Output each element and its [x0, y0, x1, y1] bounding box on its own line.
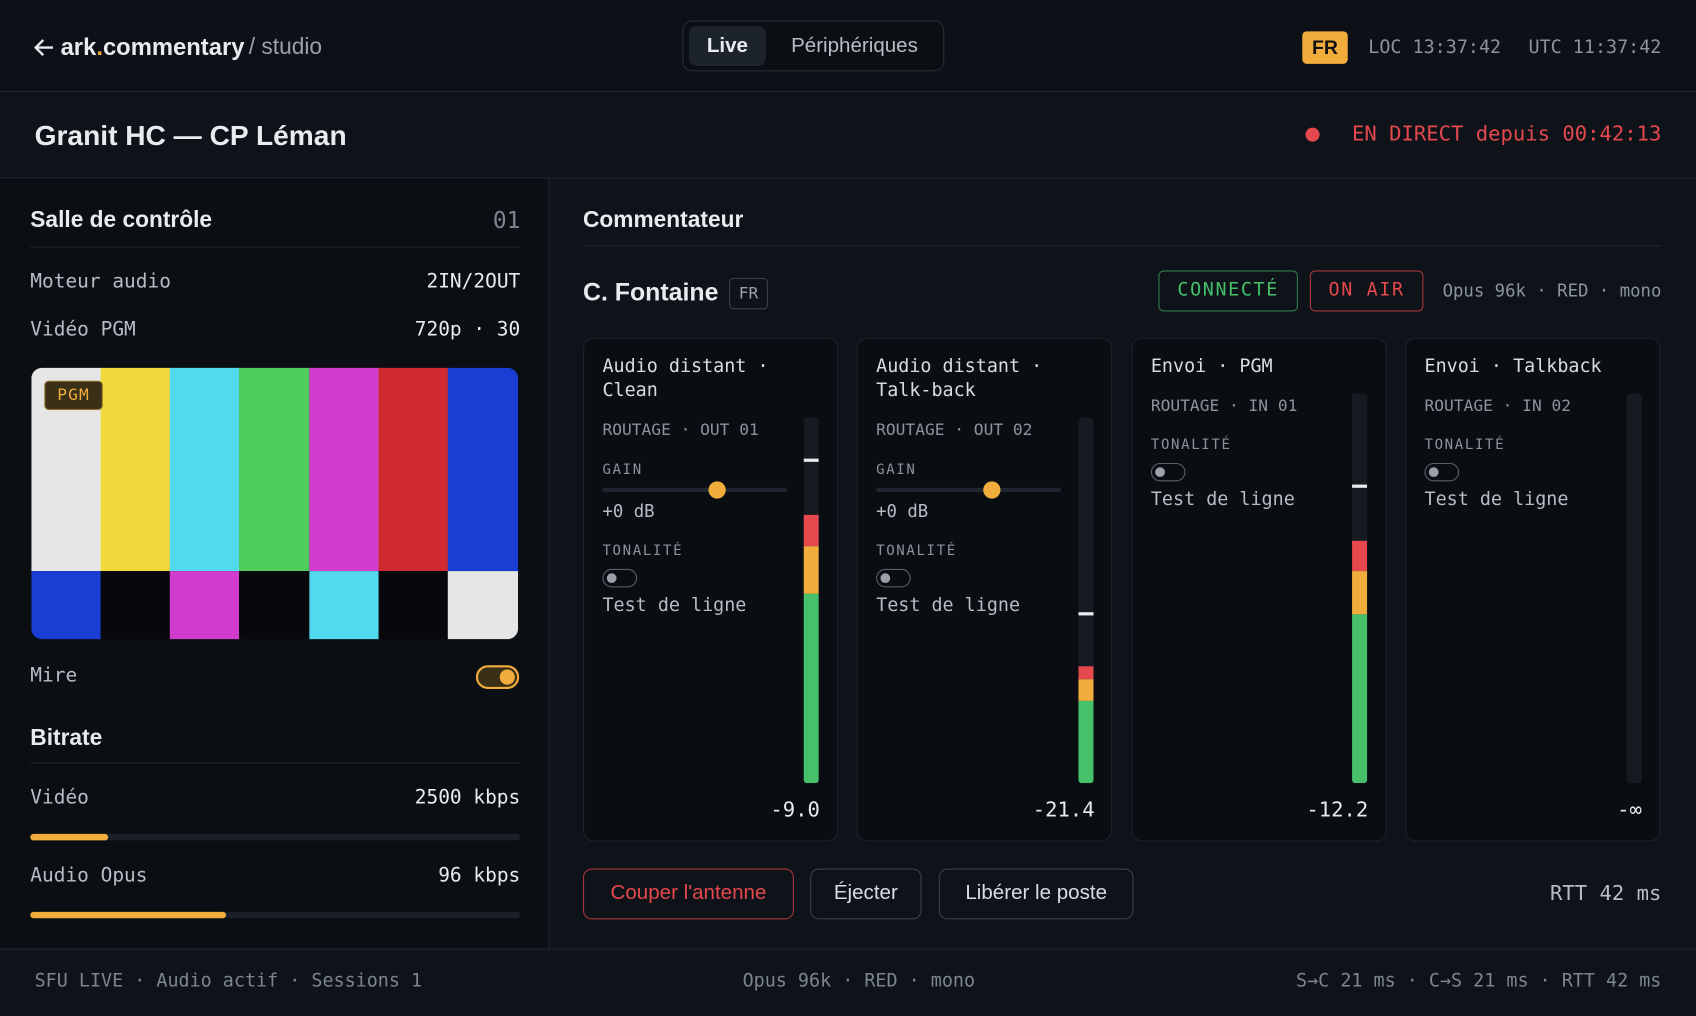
toggle[interactable] [876, 568, 911, 588]
rtt: RTT 42 ms [1550, 881, 1662, 906]
level-meter [1626, 393, 1642, 784]
status-badge: ON AIR [1309, 270, 1424, 312]
room-number: 01 [492, 207, 521, 234]
level-meter [803, 417, 819, 784]
level-value: -∞ [1617, 798, 1642, 823]
channel-title: Envoi · PGM [1150, 355, 1273, 378]
tone-label: TONALITÉ [602, 542, 684, 560]
toggle[interactable] [475, 665, 520, 689]
brand: ark.commentary [60, 33, 245, 61]
divider [548, 178, 550, 949]
divider [582, 245, 1662, 247]
commentator-name: C. Fontaine [582, 277, 719, 307]
level-value: -12.2 [1306, 798, 1369, 823]
gain-slider[interactable] [876, 487, 1062, 493]
level-value: -21.4 [1032, 798, 1095, 823]
tab[interactable]: Périphériques [791, 34, 918, 58]
brand-prefix: ark [60, 33, 97, 61]
tab-active-bg [688, 25, 766, 66]
channel-card [582, 337, 839, 842]
footer-right: S→C 21 ms · C→S 21 ms · RTT 42 ms [1296, 970, 1662, 992]
tone-label: TONALITÉ [1424, 436, 1506, 454]
toggle-label: Mire [30, 664, 78, 687]
row-value: 2500 kbps [414, 786, 521, 810]
back-arrow[interactable] [34, 38, 56, 57]
tone-action: Test de ligne [1424, 488, 1569, 511]
toggle[interactable] [1424, 462, 1460, 482]
match-title: Granit HC — CP Léman [34, 118, 347, 152]
routing: ROUTAGE · OUT 02 [876, 419, 1033, 440]
divider [0, 948, 1696, 950]
panel-title: Bitrate [30, 725, 103, 751]
level-meter [1352, 393, 1368, 784]
status-badge: CONNECTÉ [1158, 270, 1298, 312]
progress-fill [30, 911, 227, 919]
preview-badge: PGM [44, 380, 103, 410]
tone-action: Test de ligne [602, 594, 747, 617]
channel-title: Audio distant · [876, 355, 1043, 378]
divider [30, 246, 521, 248]
clock-local: LOC 13:37:42 [1368, 36, 1502, 59]
brand-dot: . [96, 33, 103, 61]
button[interactable]: Libérer le poste [938, 868, 1134, 920]
tone-action: Test de ligne [876, 594, 1021, 617]
codec: Opus 96k · RED · mono [1442, 280, 1662, 301]
gain-value: +0 dB [876, 500, 929, 522]
section: / studio [248, 34, 323, 60]
routing: ROUTAGE · IN 01 [1150, 395, 1298, 416]
routing: ROUTAGE · IN 02 [1424, 395, 1572, 416]
channel-title: Talk-back [876, 379, 976, 402]
gain-value: +0 dB [602, 500, 655, 522]
clock-utc: UTC 11:37:42 [1528, 36, 1662, 59]
gain-label: GAIN [602, 461, 643, 479]
channel-title: Clean [602, 379, 658, 402]
video-preview [31, 367, 519, 640]
panel-title: Salle de contrôle [30, 207, 213, 233]
channel-card [1405, 337, 1661, 842]
language-badge: FR [729, 277, 768, 310]
gain-label: GAIN [876, 461, 917, 479]
gain-slider[interactable] [602, 487, 788, 493]
brand-suffix: commentary [102, 33, 245, 61]
live-status: EN DIRECT depuis 00:42:13 [1352, 122, 1662, 147]
slider-knob[interactable] [708, 481, 726, 499]
row-value: 96 kbps [438, 864, 521, 887]
channel-title: Audio distant · [602, 355, 769, 378]
row-label: Audio Opus [30, 864, 148, 887]
toggle[interactable] [602, 568, 638, 588]
progress-fill [30, 833, 109, 841]
progress-track [30, 833, 521, 841]
language-badge[interactable]: FR [1302, 31, 1348, 64]
channel-card [1131, 337, 1387, 842]
progress-track [30, 911, 521, 919]
tone-action: Test de ligne [1150, 488, 1295, 511]
row-label: Moteur audio [30, 270, 171, 294]
tone-label: TONALITÉ [1150, 436, 1232, 454]
routing: ROUTAGE · OUT 01 [602, 419, 759, 440]
footer-center: Opus 96k · RED · mono [742, 970, 976, 992]
tab[interactable]: Live [706, 34, 748, 58]
divider [30, 762, 521, 764]
slider-knob[interactable] [983, 481, 1001, 499]
row-label: Vidéo [30, 786, 89, 810]
channel-card [856, 337, 1112, 842]
panel-title: Commentateur [582, 207, 744, 233]
button[interactable]: Couper l'antenne [582, 868, 794, 920]
channel-title: Envoi · Talkback [1424, 355, 1602, 378]
divider [0, 90, 1696, 92]
footer-left: SFU LIVE · Audio actif · Sessions 1 [34, 970, 423, 992]
level-meter [1078, 417, 1094, 784]
tone-label: TONALITÉ [876, 542, 957, 560]
divider [0, 177, 1696, 179]
toggle[interactable] [1150, 462, 1186, 482]
level-value: -9.0 [770, 798, 820, 823]
row-value: 2IN/2OUT [426, 270, 521, 294]
row-value: 720p · 30 [414, 317, 521, 341]
button[interactable]: Éjecter [810, 868, 922, 920]
live-dot [1305, 127, 1320, 142]
row-label: Vidéo PGM [30, 317, 136, 341]
